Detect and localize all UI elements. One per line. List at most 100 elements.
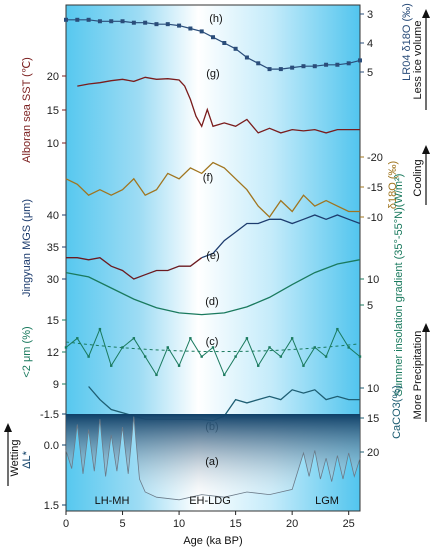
series-c-point <box>110 364 113 367</box>
series-c-point <box>279 355 283 358</box>
xtick-label: 5 <box>119 518 125 530</box>
period-label-eh-ldg: EH-LDG <box>189 495 231 507</box>
series-h-point <box>165 22 170 27</box>
ylabel-b: CaCO3(%) <box>391 385 403 439</box>
annotation-wetting-text: Wetting <box>9 439 21 476</box>
series-h-point <box>143 20 148 25</box>
series-h-point <box>131 20 136 25</box>
ytick-label-g: 20 <box>47 71 59 83</box>
ytick-label-c: 9 <box>53 379 59 391</box>
series-h-point <box>256 61 261 66</box>
ytick-label-e: 40 <box>47 210 59 222</box>
series-c-point <box>347 346 350 349</box>
series-f: (f) <box>65 161 360 218</box>
series-h-point <box>97 19 102 24</box>
ylabel-c: <2 μm (%) <box>21 326 33 377</box>
series-d: (d) <box>65 259 361 316</box>
series-h-point <box>244 55 249 60</box>
ytick-label-f: -15 <box>367 182 383 194</box>
series-c-point <box>336 327 339 331</box>
axes-layer: 3 4 5 LR04 δ18O (‰) 20 15 10 Alboran sea SST (℃… <box>21 3 413 530</box>
series-h-point <box>75 17 80 22</box>
series-h-point <box>346 61 351 66</box>
ytick-label-b: 10 <box>367 383 379 395</box>
series-c-point <box>257 364 260 367</box>
series-c-point <box>143 355 147 358</box>
panel-label-g: (g) <box>206 68 219 80</box>
series-c-point <box>358 355 362 358</box>
series-g: (g) <box>77 68 360 134</box>
series-d-line <box>65 259 361 316</box>
annotation-cooling: Cooling <box>412 145 430 205</box>
series-h-point <box>267 67 272 72</box>
series-layer: (h)(g)(f)(e)(d)(c)(b)(a) <box>64 13 362 501</box>
panel-label-c: (c) <box>206 336 219 348</box>
series-h: (h) <box>64 13 362 72</box>
ytick-label-f: -20 <box>367 152 383 164</box>
ytick-label-e: 35 <box>47 242 59 254</box>
series-h-point <box>324 62 329 67</box>
series-c-point <box>245 337 249 340</box>
ytick-label-f: -10 <box>367 212 383 224</box>
ytick-label-a: 1.5 <box>44 500 59 512</box>
ytick-label-c: 15 <box>47 315 59 327</box>
series-c: (c) <box>64 327 362 377</box>
series-c-point <box>200 355 203 358</box>
series-c-trend <box>65 341 361 353</box>
series-c-point <box>132 337 136 340</box>
ylabel-a: ΔL* <box>21 450 33 468</box>
ytick-label-d: 10 <box>367 274 379 286</box>
series-h-point <box>222 41 227 45</box>
panel-label-e: (e) <box>206 250 219 262</box>
panel-label-f: (f) <box>203 172 213 184</box>
xtick-label: 10 <box>173 518 185 530</box>
series-h-point <box>154 22 159 27</box>
ytick-label-b: 20 <box>367 447 379 459</box>
annotation-less-ice-volume-text: Less ice volume <box>412 21 424 100</box>
xtick-label: 20 <box>286 518 298 530</box>
series-e: (e) <box>66 214 361 280</box>
ytick-label-g: 15 <box>47 105 59 117</box>
series-h-point <box>86 17 91 22</box>
ytick-label-b: 15 <box>367 413 379 425</box>
xtick-label: 15 <box>229 518 241 530</box>
series-h-point <box>120 19 125 24</box>
series-e-line-early <box>66 257 203 280</box>
series-c-point <box>166 346 169 349</box>
series-a: (a) <box>65 414 361 501</box>
series-h-point <box>290 65 295 70</box>
ytick-label-e: 30 <box>47 274 59 286</box>
ytick-label-h: 5 <box>367 67 373 79</box>
ytick-label-g: 10 <box>47 138 59 150</box>
series-h-point <box>177 23 182 28</box>
annotation-wetting: Wetting <box>4 423 21 486</box>
xtick-label: 25 <box>343 518 355 530</box>
series-c-point <box>290 337 294 340</box>
annotation-more-precipitation: More Precipitation <box>412 323 430 422</box>
series-h-point <box>64 17 68 22</box>
series-c-point <box>177 364 181 367</box>
period-label-lgm: LGM <box>315 495 339 507</box>
ylabel-h: LR04 δ18O (‰) <box>401 3 413 81</box>
panel-label-d: (d) <box>205 296 218 308</box>
series-c-point <box>302 364 305 367</box>
ylabel-g: Alboran sea SST (℃) <box>21 57 33 163</box>
series-a-line <box>65 416 361 501</box>
period-label-lh-mh: LH-MH <box>95 495 130 507</box>
panel-label-a: (a) <box>205 456 218 468</box>
ytick-label-a: -1.5 <box>40 409 59 421</box>
series-h-point <box>211 35 215 40</box>
series-c-point <box>98 327 102 331</box>
ytick-label-h: 4 <box>367 38 373 50</box>
series-c-point <box>64 346 68 349</box>
annotation-cooling-text: Cooling <box>412 159 424 196</box>
xtick-label: 0 <box>63 518 69 530</box>
series-c-point <box>313 346 316 349</box>
annotation-more-precipitation-text: More Precipitation <box>412 331 424 420</box>
series-c-point <box>324 355 328 358</box>
series-c-point <box>76 337 79 340</box>
x-axis-label: Age (ka BP) <box>183 535 242 547</box>
ytick-label-a: 0.0 <box>44 440 59 452</box>
series-c-point <box>211 346 215 349</box>
